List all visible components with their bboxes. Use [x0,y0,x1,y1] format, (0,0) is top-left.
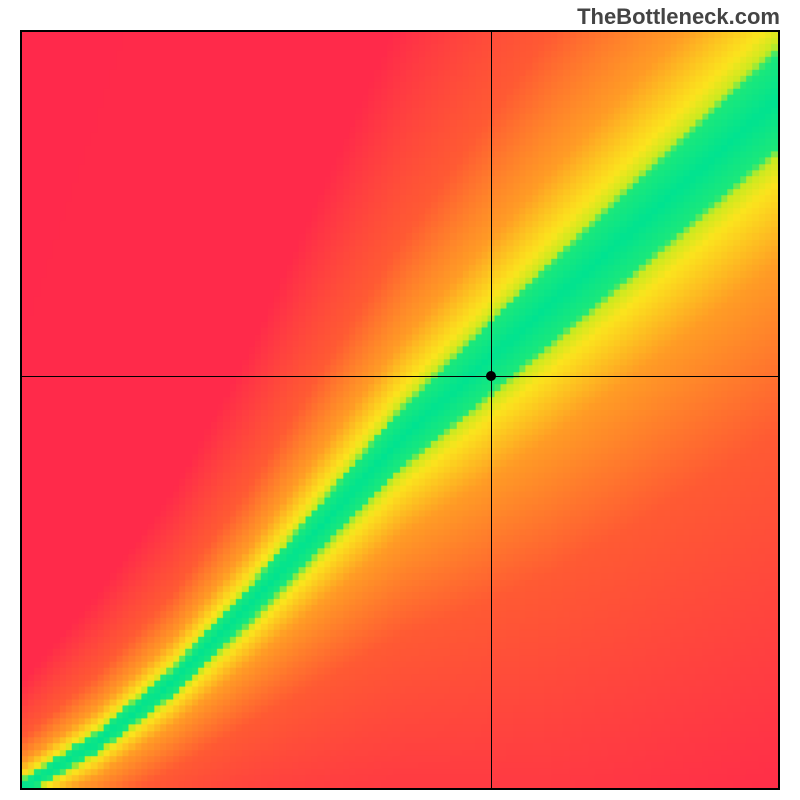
crosshair-horizontal [22,376,778,377]
crosshair-vertical [491,32,492,788]
watermark-text: TheBottleneck.com [577,4,780,30]
heatmap-canvas [22,32,778,788]
selection-marker [486,371,496,381]
bottleneck-heatmap [20,30,780,790]
